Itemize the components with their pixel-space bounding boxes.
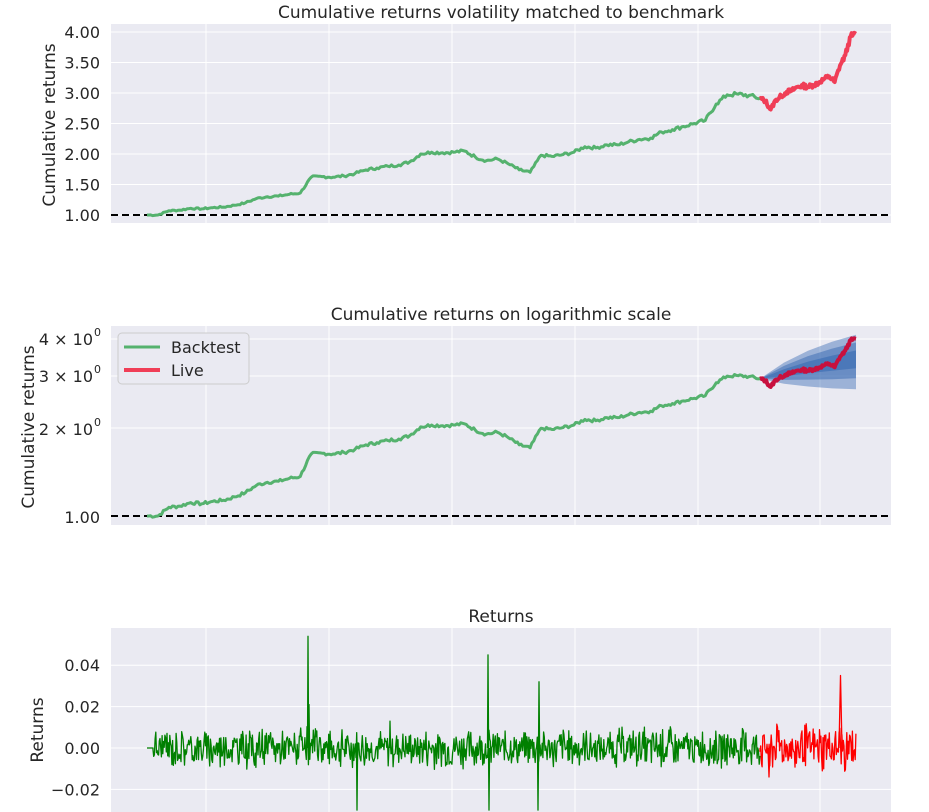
y-tick-label: 2 × 10 <box>39 420 93 439</box>
live-line <box>758 30 858 112</box>
y-tick-exponent: 0 <box>94 326 101 339</box>
chart-title: Cumulative returns on logarithmic scale <box>331 305 672 325</box>
y-tick-label: 0.04 <box>64 656 100 675</box>
legend-label-live: Live <box>171 361 204 380</box>
y-tick-exponent: 0 <box>94 416 101 429</box>
y-axis-label: Returns <box>28 697 48 762</box>
y-axis-label: Cumulative returns <box>40 43 60 206</box>
chart-title: Cumulative returns volatility matched to… <box>278 3 724 23</box>
y-tick-label: 1.00 <box>64 508 100 527</box>
backtest-line <box>147 373 761 519</box>
legend-label-backtest: Backtest <box>171 338 241 357</box>
plot-area <box>111 628 891 812</box>
y-tick-label: 1.00 <box>64 206 100 225</box>
y-ticks: 1.00 1.50 2.00 2.50 3.00 3.50 4.00 <box>64 23 100 225</box>
y-tick-label: 4.00 <box>64 23 100 42</box>
returns-live-line <box>759 674 857 778</box>
panel-returns: −0.02 0.00 0.02 0.04 Returns Returns <box>28 607 891 812</box>
y-ticks: 1.00 2 × 10 0 3 × 10 0 4 × 10 0 <box>39 326 101 527</box>
chart-title: Returns <box>468 607 533 627</box>
y-tick-label: 3.00 <box>64 84 100 103</box>
y-tick-label: 1.50 <box>64 176 100 195</box>
y-tick-label: 3.50 <box>64 54 100 73</box>
y-ticks: −0.02 0.00 0.02 0.04 <box>51 656 100 799</box>
y-tick-exponent: 0 <box>94 363 101 376</box>
panel-log-scale: 1.00 2 × 10 0 3 × 10 0 4 × 10 0 Backtest… <box>19 305 891 527</box>
y-tick-label: 2.50 <box>64 115 100 134</box>
y-tick-label: −0.02 <box>51 780 100 799</box>
projection-cone-inner <box>760 350 856 379</box>
legend: Backtest Live <box>117 332 250 385</box>
y-tick-label: 0.00 <box>64 739 100 758</box>
backtest-line <box>147 91 761 218</box>
returns-backtest-line <box>147 635 761 811</box>
y-tick-label: 3 × 10 <box>39 367 93 386</box>
live-line <box>758 336 858 389</box>
vertical-gridlines <box>205 628 821 812</box>
y-axis-label: Cumulative returns <box>19 345 39 508</box>
y-tick-label: 2.00 <box>64 145 100 164</box>
panel-volatility-matched: 1.00 1.50 2.00 2.50 3.00 3.50 4.00 Cumulative … <box>40 3 891 225</box>
y-tick-label: 4 × 10 <box>39 330 93 349</box>
y-tick-label: 0.02 <box>64 698 100 717</box>
